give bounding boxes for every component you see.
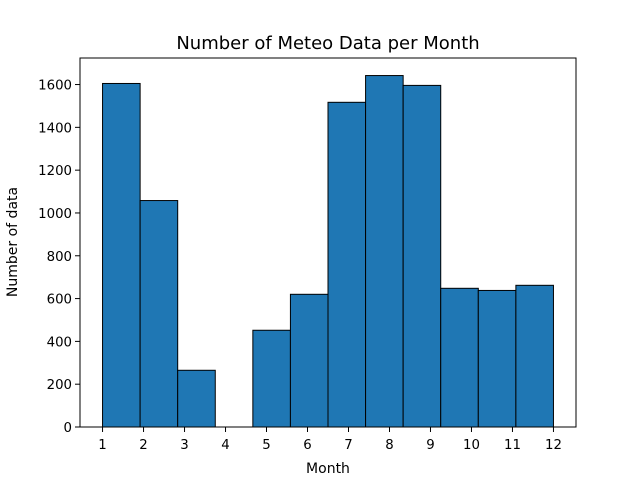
y-axis-ticks: 0 200 400 600 800 1000 1200 1400 1600 [38,79,80,436]
plot-frame [79,57,577,428]
y-tick-label: 1600 [38,79,72,94]
x-tick-label: 8 [385,438,393,453]
x-tick-label: 9 [426,438,434,453]
histogram-bar-12 [515,284,554,428]
x-tick-label: 5 [262,438,270,453]
chart-title: Number of Meteo Data per Month [176,33,479,54]
y-tick-label: 1000 [38,207,72,222]
y-tick-label: 1200 [38,164,72,179]
y-tick-label: 400 [47,335,72,350]
histogram-bar-10 [440,287,479,428]
y-tick-label: 0 [64,421,72,436]
y-axis-label: Number of data [5,187,21,297]
x-tick-label: 3 [180,438,188,453]
y-tick-label: 800 [47,250,72,265]
histogram-bar-1 [102,82,141,428]
x-tick-label: 6 [303,438,311,453]
x-tick-label: 10 [463,438,480,453]
x-tick-label: 4 [221,438,229,453]
histogram-bar-8 [365,75,404,428]
bars-group [102,75,554,428]
histogram-bar-2 [139,200,179,428]
x-tick-label: 11 [504,438,521,453]
y-tick-label: 1400 [38,121,72,136]
x-axis-ticks: 1 2 3 4 5 6 7 8 9 10 11 12 [98,427,562,453]
histogram-bar-6 [289,293,329,428]
y-tick-label: 200 [47,378,72,393]
x-tick-label: 7 [344,438,352,453]
x-tick-label: 1 [98,438,106,453]
histogram-bar-9 [402,84,442,428]
histogram-bar-5 [252,329,291,428]
x-tick-label: 12 [545,438,562,453]
y-tick-label: 600 [47,293,72,308]
histogram-bar-3 [177,369,216,428]
x-tick-label: 2 [139,438,147,453]
x-axis-label: Month [306,461,350,477]
histogram-bar-11 [477,289,517,428]
histogram-bar-7 [327,101,367,428]
